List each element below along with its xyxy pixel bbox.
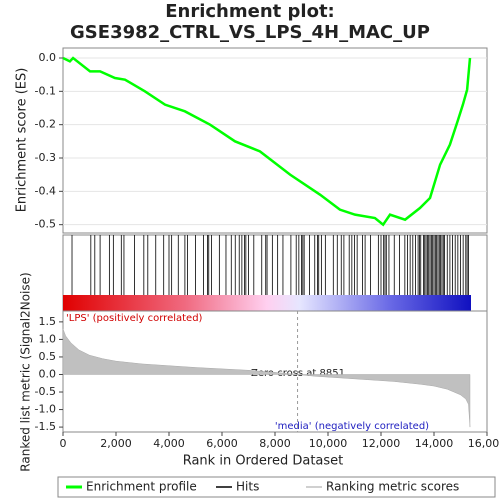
y-tick-label: 0.5 (39, 350, 57, 363)
x-tick-label: 0 (60, 437, 67, 450)
metric-area (62, 328, 471, 428)
y-tick-label: -0.2 (35, 118, 56, 131)
y-tick-label: -0.5 (35, 385, 56, 398)
x-tick-label: 6,000 (206, 437, 238, 450)
y-tick-label: -0.1 (35, 84, 56, 97)
y-tick-label: -1.5 (35, 420, 56, 433)
x-tick-label: 4,000 (153, 437, 185, 450)
x-tick-label: 16,000 (468, 437, 500, 450)
x-axis-label: Rank in Ordered Dataset (183, 454, 344, 469)
x-tick-label: 10,000 (309, 437, 348, 450)
y-tick-label: -0.3 (35, 151, 56, 164)
legend-label: Ranking metric scores (326, 480, 459, 494)
chart-subtitle: GSE3982_CTRL_VS_LPS_4H_MAC_UP (70, 22, 430, 43)
y-tick-label: 1.0 (39, 332, 57, 345)
legend-box (57, 476, 496, 498)
y-tick-label: 0.0 (39, 51, 57, 64)
chart-title: Enrichment plot: (165, 1, 335, 22)
x-tick-label: 2,000 (100, 437, 132, 450)
es-panel (62, 47, 488, 234)
es-line (62, 56, 472, 227)
metric-axis-label: Ranked list metric (Signal2Noise) (19, 272, 33, 471)
y-tick-label: -1.0 (35, 403, 56, 416)
legend-label: Enrichment profile (86, 480, 197, 494)
color-bar (63, 295, 471, 311)
pos-annotation: 'LPS' (positively correlated) (66, 313, 203, 324)
legend-label: Hits (236, 480, 259, 494)
neg-annotation: 'media' (negatively correlated) (275, 421, 429, 432)
y-tick-label: -0.5 (35, 218, 56, 231)
y-tick-label: -0.4 (35, 184, 56, 197)
y-tick-label: 1.5 (39, 315, 57, 328)
x-tick-label: 8,000 (259, 437, 291, 450)
x-tick-label: 12,000 (362, 437, 401, 450)
y-tick-label: 0.0 (39, 367, 57, 380)
x-tick-label: 14,000 (415, 437, 454, 450)
es-axis-label: Enrichment score (ES) (15, 68, 30, 213)
